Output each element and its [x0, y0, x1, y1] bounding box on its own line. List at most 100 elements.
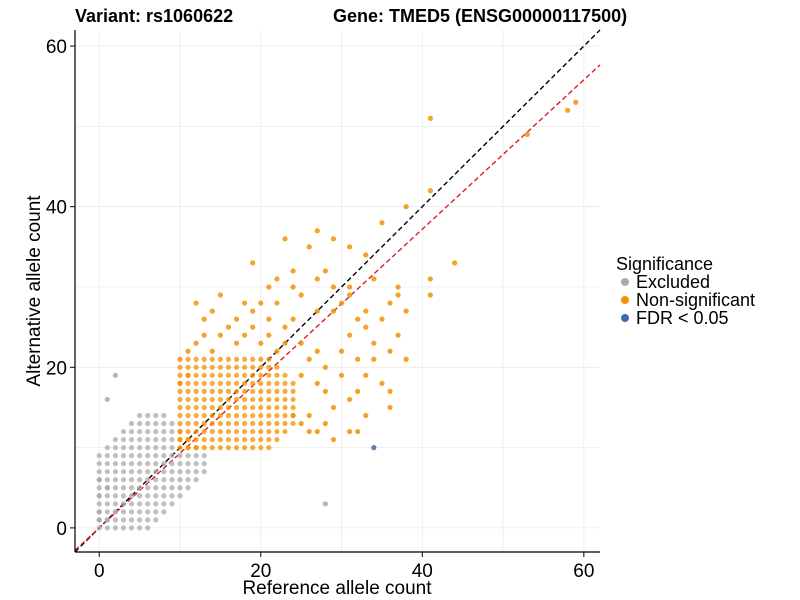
data-point-non-significant [282, 324, 288, 330]
data-point [145, 469, 151, 475]
legend-label: Excluded [636, 272, 710, 292]
data-point-non-significant [338, 348, 345, 354]
data-point [217, 356, 223, 362]
data-point [242, 380, 248, 386]
data-point-non-significant [363, 308, 369, 314]
data-point-non-significant [330, 404, 337, 411]
data-point [161, 428, 167, 435]
data-point [177, 420, 183, 427]
data-point [177, 388, 183, 394]
data-point-non-significant [565, 107, 571, 113]
data-point [169, 485, 175, 491]
data-point [233, 412, 240, 419]
data-point [290, 404, 296, 411]
data-point [217, 404, 223, 411]
data-point-non-significant [403, 204, 409, 210]
data-point [177, 469, 183, 475]
data-point [128, 453, 135, 459]
data-point-non-significant [524, 131, 530, 137]
data-point-non-significant [250, 308, 256, 314]
data-point-non-significant [193, 340, 199, 346]
data-point [120, 453, 127, 459]
data-point [266, 420, 272, 427]
data-point [201, 380, 207, 386]
data-point [120, 517, 127, 523]
data-point [242, 445, 248, 451]
data-point [250, 356, 256, 362]
reference-line-fit [74, 64, 601, 551]
data-point [250, 404, 256, 411]
data-point-non-significant [387, 388, 393, 394]
data-point-non-significant [242, 300, 248, 306]
data-point-non-significant [314, 308, 320, 314]
data-point [112, 485, 118, 491]
data-point-non-significant [266, 284, 272, 290]
data-point [145, 436, 151, 443]
data-point [193, 380, 199, 386]
data-point [290, 396, 296, 403]
data-point-excluded [104, 396, 110, 403]
data-point [161, 509, 167, 515]
data-point [250, 388, 256, 394]
data-point [153, 445, 159, 451]
data-point [217, 380, 223, 386]
data-point-non-significant [298, 420, 304, 427]
data-point [177, 404, 183, 411]
data-point [104, 445, 110, 451]
data-point [177, 445, 183, 451]
data-point [201, 364, 207, 370]
data-point [120, 477, 127, 483]
data-point [266, 388, 272, 394]
data-point-non-significant [427, 115, 433, 121]
data-point [274, 404, 280, 411]
data-point [185, 380, 191, 386]
data-point [153, 436, 159, 443]
data-point [250, 445, 256, 451]
data-point [266, 380, 272, 386]
data-point [217, 364, 223, 370]
data-point-non-significant [233, 340, 240, 346]
data-point [145, 485, 151, 491]
data-point [169, 436, 175, 443]
data-point-non-significant [355, 428, 361, 435]
data-point [161, 493, 167, 499]
data-point [201, 404, 207, 411]
data-point [250, 412, 256, 419]
data-point [145, 412, 151, 419]
data-point [153, 517, 159, 523]
data-point [282, 388, 288, 394]
data-point [185, 428, 191, 435]
data-point [177, 372, 183, 378]
data-point-non-significant [185, 372, 191, 378]
y-axis-title: Alternative allele count [24, 195, 45, 387]
data-point-excluded [96, 493, 102, 499]
data-point [193, 469, 199, 475]
data-point-non-significant [314, 380, 320, 386]
data-point [258, 372, 264, 378]
data-point-non-significant [379, 220, 385, 226]
data-point-excluded [112, 509, 118, 515]
data-point-non-significant [452, 260, 458, 266]
legend: Significance ExcludedNon-significantFDR … [616, 254, 755, 328]
data-point [120, 469, 127, 475]
data-point [258, 412, 264, 419]
data-point-non-significant [225, 324, 232, 330]
data-point [242, 388, 248, 394]
data-point-non-significant [427, 276, 433, 282]
data-point-excluded [322, 501, 328, 507]
data-point [209, 388, 215, 394]
data-point [104, 477, 110, 483]
data-point-non-significant [290, 268, 296, 274]
data-point [201, 396, 207, 403]
data-point-non-significant [193, 300, 199, 306]
data-point [282, 396, 288, 403]
data-point-non-significant [395, 292, 401, 298]
data-point [185, 477, 191, 483]
data-point [258, 420, 264, 427]
data-point-excluded [96, 509, 102, 515]
data-point [153, 461, 159, 467]
data-point [128, 445, 135, 451]
data-point [258, 388, 264, 394]
data-point-non-significant [403, 356, 409, 362]
x-tick-label: 40 [412, 561, 433, 582]
